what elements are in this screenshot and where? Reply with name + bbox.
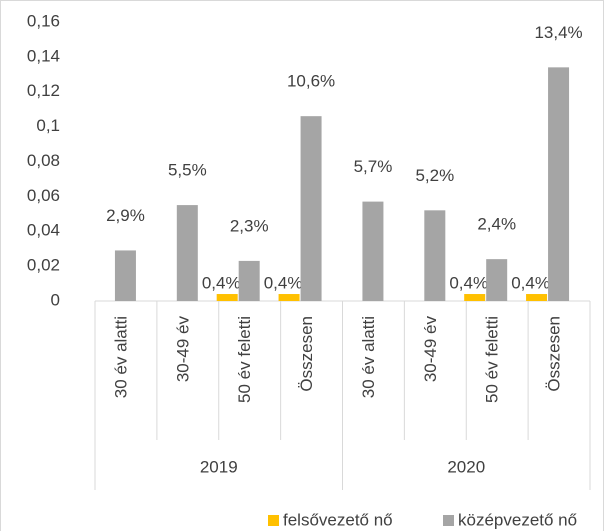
data-label: 10,6%	[287, 72, 335, 91]
group-label: 2019	[200, 457, 238, 476]
data-label: 0,4%	[449, 274, 488, 293]
bar	[278, 294, 300, 301]
data-label: 13,4%	[534, 23, 582, 42]
legend-label: középvezető nő	[458, 510, 577, 529]
legend-label: felsővezető nő	[283, 510, 393, 529]
y-tick-label: 0,08	[27, 151, 60, 170]
data-label: 5,7%	[354, 157, 393, 176]
bar	[176, 205, 198, 301]
x-tick-label: 50 év feletti	[235, 316, 254, 403]
data-label: 2,9%	[106, 206, 145, 225]
y-tick-label: 0	[51, 290, 60, 309]
data-label: 0,4%	[264, 274, 303, 293]
bar	[114, 250, 136, 301]
bar	[486, 259, 508, 301]
y-tick-label: 0,06	[27, 186, 60, 205]
bar	[216, 294, 238, 301]
x-tick-label: 30-49 év	[421, 316, 440, 383]
y-tick-label: 0,02	[27, 256, 60, 275]
y-tick-label: 0,1	[36, 116, 60, 135]
x-tick-label: 30-49 év	[173, 316, 192, 383]
x-tick-label: 50 év feletti	[483, 316, 502, 403]
data-label: 5,2%	[415, 166, 454, 185]
y-tick-label: 0,12	[27, 81, 60, 100]
legend-swatch	[268, 515, 279, 526]
y-tick-label: 0,04	[27, 221, 60, 240]
data-label: 0,4%	[202, 274, 241, 293]
group-label: 2020	[447, 457, 485, 476]
bar	[526, 294, 548, 301]
bar	[238, 260, 260, 301]
x-tick-label: 30 év alatti	[359, 316, 378, 398]
bar	[362, 201, 384, 301]
data-label: 5,5%	[168, 161, 207, 180]
x-tick-label: 30 év alatti	[111, 316, 130, 398]
bar	[548, 67, 570, 302]
legend-swatch	[443, 515, 454, 526]
x-tick-label: Összesen	[297, 316, 316, 392]
data-label: 2,4%	[477, 215, 516, 234]
y-tick-label: 0,16	[27, 11, 60, 30]
bar	[300, 116, 322, 301]
y-tick-label: 0,14	[27, 46, 60, 65]
bar	[464, 294, 486, 301]
bar	[424, 210, 446, 301]
data-label: 0,4%	[511, 274, 550, 293]
data-label: 2,3%	[230, 216, 269, 235]
x-tick-label: Összesen	[545, 316, 564, 392]
